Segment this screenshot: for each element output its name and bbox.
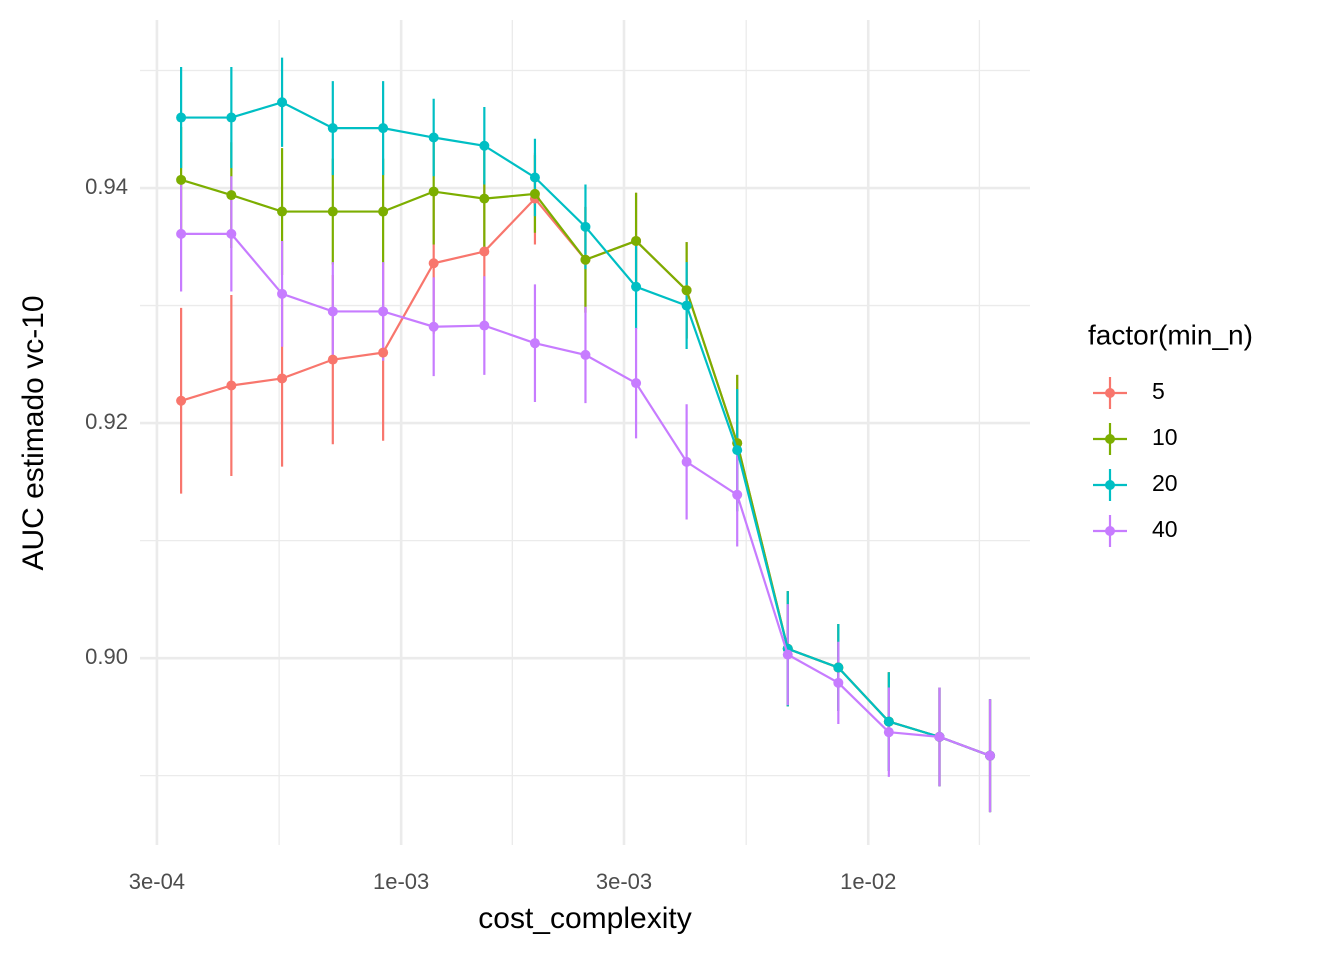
point — [479, 320, 490, 331]
x-tick-label: 1e-02 — [840, 869, 896, 894]
data — [176, 57, 996, 813]
point — [327, 206, 338, 217]
point — [277, 97, 288, 108]
x-tick-label: 3e-04 — [129, 869, 185, 894]
point — [378, 306, 389, 317]
point — [226, 380, 237, 391]
point — [327, 354, 338, 365]
x-axis-title: cost_complexity — [478, 902, 691, 935]
point — [277, 206, 288, 217]
point — [378, 123, 389, 134]
y-tick-label: 0.94 — [85, 174, 128, 199]
point — [833, 662, 844, 673]
point — [883, 727, 894, 738]
legend-key-point — [1105, 434, 1115, 444]
point — [529, 172, 540, 183]
point — [732, 489, 743, 500]
point — [580, 349, 591, 360]
point — [428, 186, 439, 197]
point — [176, 112, 187, 123]
point — [277, 373, 288, 384]
point — [327, 123, 338, 134]
point — [479, 246, 490, 257]
legend-label: 10 — [1152, 424, 1178, 450]
legend-label: 20 — [1152, 470, 1178, 496]
point — [529, 338, 540, 349]
point — [883, 716, 894, 727]
point — [428, 321, 439, 332]
point — [176, 395, 187, 406]
y-axis-title: AUC estimado vc-10 — [17, 295, 50, 570]
point — [580, 221, 591, 232]
point — [428, 258, 439, 269]
x-tick-label: 1e-03 — [373, 869, 429, 894]
legend-title: factor(min_n) — [1088, 319, 1253, 350]
point — [226, 112, 237, 123]
point — [833, 677, 844, 688]
point — [631, 235, 642, 246]
point — [226, 228, 237, 239]
point — [681, 285, 692, 296]
point — [529, 188, 540, 199]
point — [176, 174, 187, 185]
point — [277, 288, 288, 299]
y-tick-label: 0.92 — [85, 409, 128, 434]
point — [327, 306, 338, 317]
point — [226, 190, 237, 201]
point — [176, 228, 187, 239]
point — [631, 281, 642, 292]
legend-label: 5 — [1152, 378, 1165, 404]
x-tick-label: 3e-03 — [596, 869, 652, 894]
legend-key-point — [1105, 480, 1115, 490]
point — [782, 649, 793, 660]
point — [631, 378, 642, 389]
point — [732, 445, 743, 456]
point — [378, 347, 389, 358]
point — [580, 254, 591, 265]
point — [479, 193, 490, 204]
point — [681, 456, 692, 467]
legend-key-point — [1105, 526, 1115, 536]
point — [428, 132, 439, 143]
point — [479, 140, 490, 151]
legend-key-point — [1105, 388, 1115, 398]
point — [681, 300, 692, 311]
legend-label: 40 — [1152, 516, 1178, 542]
point — [985, 750, 996, 761]
y-tick-label: 0.90 — [85, 644, 128, 669]
point — [378, 206, 389, 217]
grid — [140, 20, 1030, 845]
point — [934, 731, 945, 742]
